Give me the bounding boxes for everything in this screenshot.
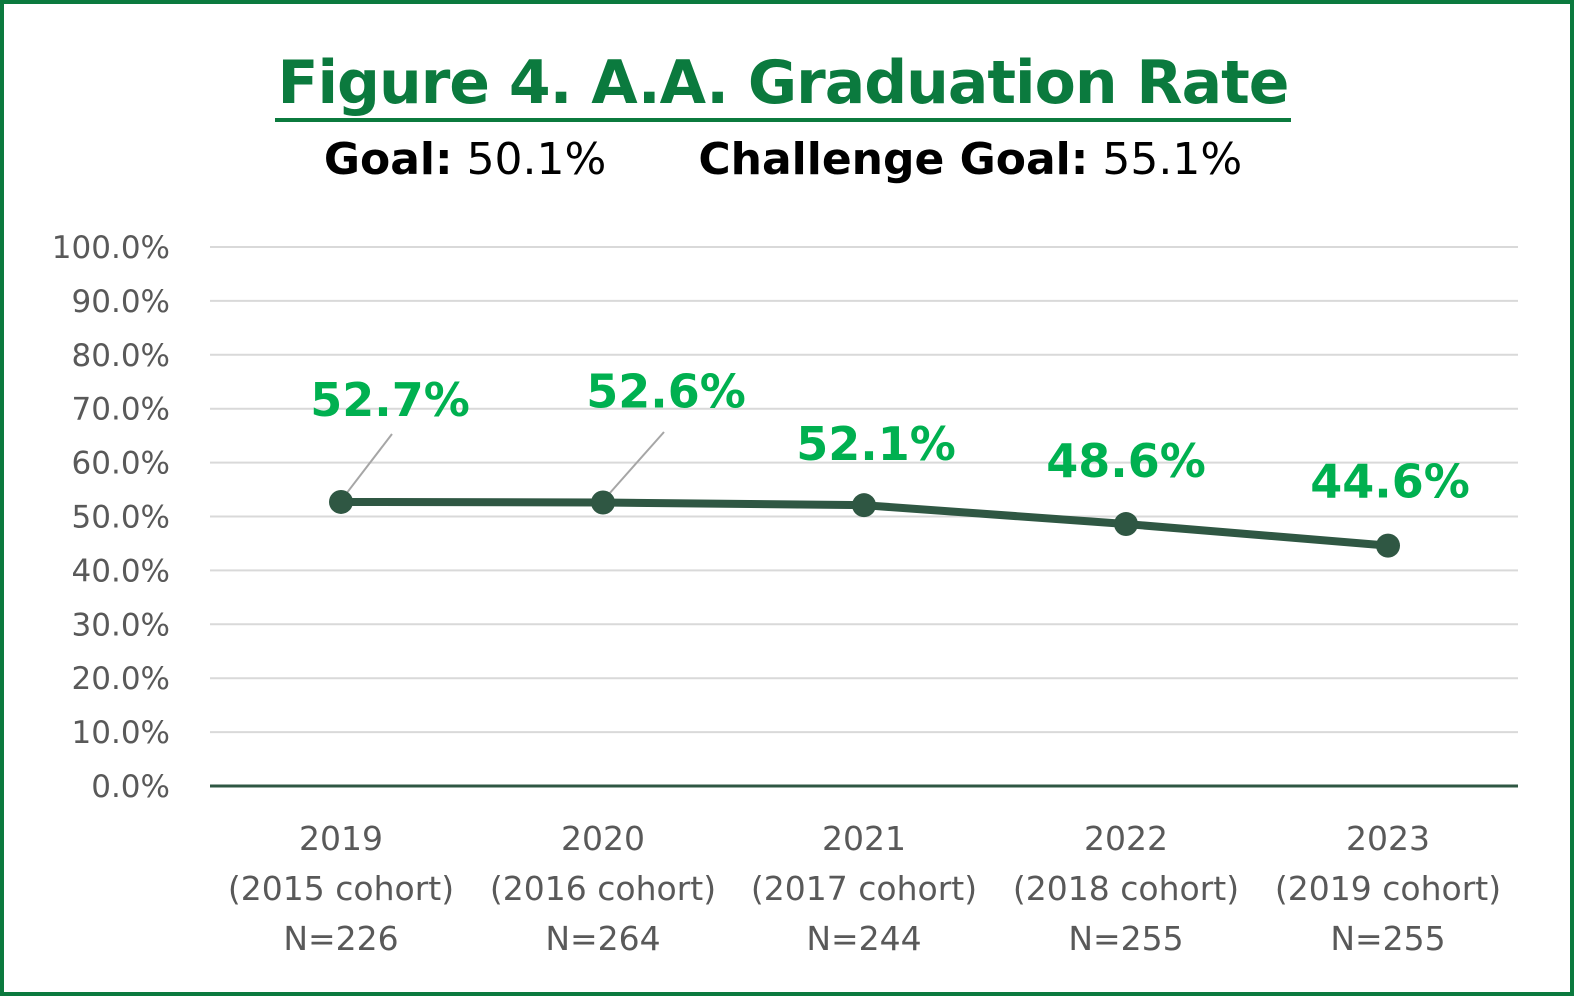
y-tick-label: 20.0% bbox=[72, 661, 170, 697]
y-tick-label: 40.0% bbox=[72, 553, 170, 589]
x-tick-label: N=264 bbox=[545, 919, 660, 958]
data-point bbox=[329, 489, 353, 514]
y-tick-label: 10.0% bbox=[72, 715, 170, 751]
y-tick-label: 30.0% bbox=[72, 607, 170, 643]
y-tick-label: 80.0% bbox=[72, 338, 170, 374]
goal-label: Goal: bbox=[323, 134, 453, 185]
chart-title-container: Figure 4. A.A. Graduation Rate bbox=[0, 44, 1566, 122]
y-axis-ticks: 0.0% 10.0% 20.0% 30.0% 40.0% 50.0% 60.0% 70.0% 8… bbox=[52, 230, 170, 805]
x-tick-label: N=255 bbox=[1068, 919, 1183, 958]
x-tick-label: N=255 bbox=[1330, 919, 1445, 958]
x-tick-label: N=244 bbox=[806, 919, 921, 958]
y-tick-label: 60.0% bbox=[72, 446, 170, 482]
x-tick-label: 2019 bbox=[299, 819, 383, 858]
x-tick-label: (2016 cohort) bbox=[490, 869, 716, 908]
leader-line bbox=[342, 433, 393, 499]
goal-value: 50.1% bbox=[466, 134, 607, 185]
data-label: 52.7% bbox=[310, 373, 470, 427]
x-tick-label: (2018 cohort) bbox=[1013, 869, 1239, 908]
leader-line bbox=[604, 431, 665, 500]
x-tick-label: 2023 bbox=[1346, 819, 1430, 858]
x-axis-labels: 2019 (2015 cohort) N=226 2020 (2016 cohort) N… bbox=[228, 819, 1501, 958]
data-point bbox=[1114, 512, 1138, 537]
x-tick-label: (2015 cohort) bbox=[228, 869, 454, 908]
chart-subtitle: Goal: 50.1% Challenge Goal: 55.1% bbox=[0, 132, 1566, 188]
challenge-goal-label: Challenge Goal: bbox=[698, 134, 1089, 185]
y-tick-label: 100.0% bbox=[52, 230, 170, 266]
series-graduation-rate bbox=[329, 489, 1400, 558]
y-tick-label: 70.0% bbox=[72, 392, 170, 428]
x-tick-label: 2022 bbox=[1084, 819, 1168, 858]
x-tick-label: N=226 bbox=[283, 919, 398, 958]
x-tick-label: 2021 bbox=[822, 819, 906, 858]
data-labels: 52.7% 52.6% 52.1% 48.6% 44.6% bbox=[310, 364, 1470, 508]
data-point bbox=[1376, 533, 1400, 558]
x-tick-label: 2020 bbox=[561, 819, 645, 858]
data-point bbox=[591, 490, 615, 515]
data-label: 44.6% bbox=[1310, 455, 1470, 509]
gridlines bbox=[210, 246, 1518, 788]
data-label: 52.1% bbox=[796, 417, 956, 471]
leader-lines bbox=[342, 431, 665, 500]
y-tick-label: 90.0% bbox=[72, 284, 170, 320]
y-tick-label: 0.0% bbox=[91, 769, 170, 805]
chart-title: Figure 4. A.A. Graduation Rate bbox=[275, 48, 1291, 122]
data-point bbox=[852, 493, 876, 518]
x-tick-label: (2019 cohort) bbox=[1275, 869, 1501, 908]
y-tick-label: 50.0% bbox=[72, 500, 170, 536]
data-label: 48.6% bbox=[1046, 434, 1206, 488]
x-tick-label: (2017 cohort) bbox=[751, 869, 977, 908]
challenge-goal-value: 55.1% bbox=[1102, 134, 1243, 185]
data-label: 52.6% bbox=[586, 364, 746, 418]
